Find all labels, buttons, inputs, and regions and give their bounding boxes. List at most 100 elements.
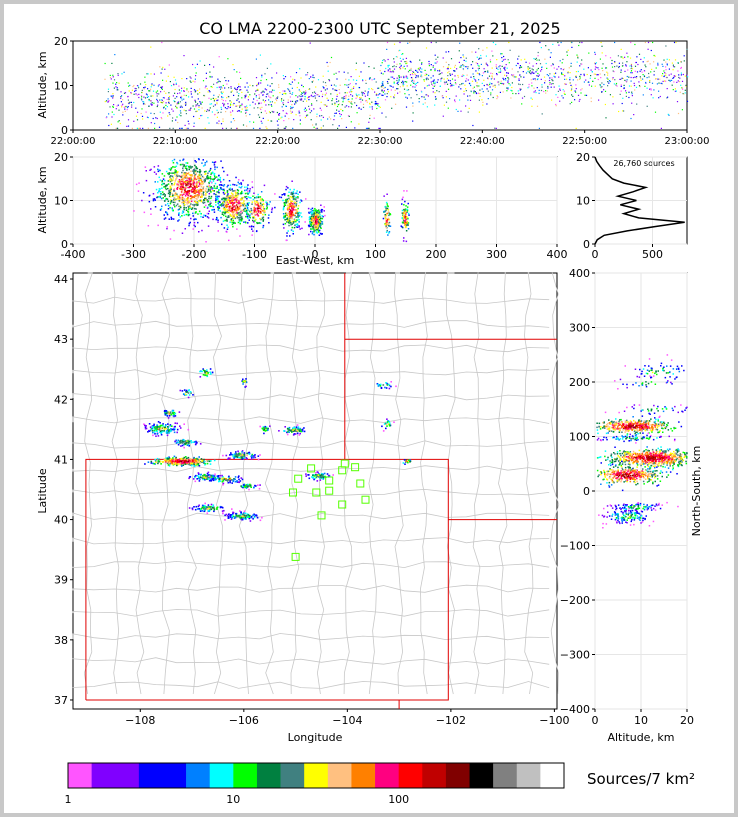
- county-boundary: [316, 272, 326, 695]
- ew-height-source: [174, 166, 176, 168]
- ew-height-source: [169, 178, 172, 180]
- ew-height-source: [238, 212, 240, 214]
- ew-height-source: [183, 177, 186, 179]
- time-height-source: [555, 94, 557, 96]
- ew-height-source: [144, 166, 147, 168]
- time-height-source: [295, 72, 298, 74]
- ew-height-source: [179, 216, 181, 218]
- time-height-source: [344, 92, 346, 94]
- ew-height-source: [253, 208, 256, 210]
- ew-height-source: [164, 195, 166, 198]
- ew-height-source: [183, 201, 185, 204]
- ew-height-source: [174, 194, 176, 197]
- time-height-source: [530, 97, 532, 99]
- ew-height-source: [290, 200, 292, 202]
- ew-height-source: [257, 193, 259, 196]
- time-height-source: [458, 61, 460, 63]
- ew-height-source: [217, 197, 219, 200]
- time-height-source: [337, 127, 339, 129]
- time-tick-label: 22:50:00: [562, 136, 607, 147]
- ew-height-source: [170, 200, 173, 202]
- ew-height-source: [247, 192, 249, 195]
- ew-height-source: [187, 210, 189, 213]
- time-height-source: [414, 74, 417, 76]
- time-height-source: [258, 116, 261, 118]
- time-height-source: [650, 71, 652, 73]
- time-height-source: [271, 83, 273, 85]
- time-height-source: [331, 98, 334, 100]
- time-height-source: [138, 87, 140, 89]
- time-height-source: [365, 82, 367, 84]
- ew-height-source: [269, 201, 271, 203]
- time-height-source: [609, 57, 612, 59]
- ew-height-source: [194, 218, 196, 220]
- ew-height-source: [186, 201, 188, 204]
- time-height-source: [605, 67, 607, 69]
- time-height-source: [258, 103, 260, 105]
- ew-height-source: [262, 199, 264, 201]
- time-height-source: [222, 120, 224, 122]
- time-height-source: [473, 90, 475, 92]
- time-height-source: [558, 85, 560, 87]
- time-height-source: [218, 120, 220, 122]
- ew-height-source: [168, 218, 170, 220]
- ew-height-source: [385, 226, 387, 229]
- time-height-source: [458, 50, 460, 52]
- time-height-source: [677, 80, 679, 82]
- time-height-source: [473, 76, 475, 78]
- time-height-source: [269, 85, 271, 87]
- time-height-source: [348, 79, 350, 81]
- ew-height-source: [178, 181, 181, 183]
- time-height-source: [472, 61, 474, 63]
- ew-height-source: [233, 209, 236, 211]
- time-height-source: [315, 123, 317, 125]
- ew-height-source: [178, 199, 180, 202]
- time-height-source: [478, 79, 480, 81]
- ew-height-source: [315, 218, 318, 221]
- time-height-source: [311, 81, 313, 83]
- ew-height-source: [245, 210, 248, 212]
- ew-height-source: [239, 211, 241, 214]
- ew-height-source: [191, 166, 193, 168]
- ew-height-source: [401, 198, 404, 201]
- ew-height-source: [295, 205, 297, 208]
- ew-height-source: [185, 167, 188, 170]
- time-height-source: [634, 89, 636, 91]
- ew-height-source: [202, 192, 204, 195]
- ew-height-source: [198, 200, 200, 202]
- time-height-source: [548, 49, 550, 51]
- ew-height-source: [230, 210, 232, 212]
- time-height-source: [494, 86, 496, 88]
- ew-height-source: [209, 189, 211, 191]
- ew-height-source: [218, 195, 220, 198]
- time-height-source: [510, 89, 512, 91]
- plan-view-source: [185, 456, 187, 458]
- ew-height-source: [262, 207, 265, 210]
- time-height-source: [439, 73, 441, 75]
- time-height-source: [449, 73, 451, 75]
- ew-height-source: [313, 209, 315, 212]
- ew-height-source: [198, 177, 200, 179]
- time-height-source: [162, 79, 164, 81]
- ew-height-source: [194, 174, 196, 176]
- time-height-source: [497, 81, 499, 83]
- ew-height-source: [212, 172, 214, 174]
- ew-height-source: [388, 212, 390, 214]
- time-height-source: [629, 57, 632, 59]
- time-height-source: [680, 66, 682, 69]
- ew-height-source: [313, 219, 315, 221]
- ew-height-source: [247, 217, 249, 219]
- plan-view-source: [168, 456, 170, 459]
- plan-view-source: [191, 462, 194, 465]
- ew-height-source: [183, 198, 186, 200]
- time-height-source: [123, 71, 125, 73]
- time-height-source: [147, 88, 149, 90]
- ew-height-source: [189, 179, 192, 181]
- ew-height-source: [180, 189, 183, 192]
- time-height-source: [217, 96, 219, 98]
- time-height-source: [411, 73, 413, 75]
- ew-height-source: [384, 223, 387, 226]
- time-height-source: [672, 69, 674, 71]
- ew-height-source: [262, 203, 265, 206]
- ew-height-source: [205, 241, 207, 243]
